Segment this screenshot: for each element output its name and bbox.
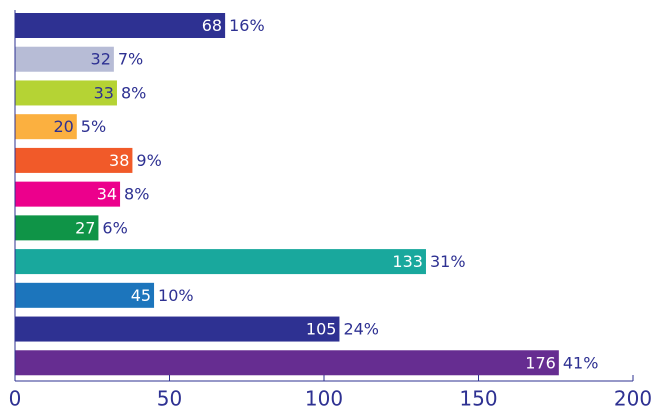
value-label: 45: [131, 286, 151, 305]
percent-label: 24%: [343, 320, 379, 339]
value-label: 32: [91, 50, 111, 69]
percent-label: 31%: [430, 252, 466, 271]
value-label: 34: [97, 185, 117, 204]
percent-label: 6%: [102, 218, 127, 237]
bar: [15, 114, 77, 140]
percent-label: 7%: [118, 50, 143, 69]
bar: [15, 350, 559, 376]
value-label: 105: [306, 320, 337, 339]
bar: [15, 316, 340, 342]
percent-label: 8%: [124, 185, 149, 204]
x-tick-label: 100: [305, 387, 343, 411]
bar: [15, 46, 114, 72]
value-label: 20: [53, 117, 73, 136]
bar: [15, 282, 155, 308]
bar: [15, 80, 117, 106]
value-label: 133: [392, 252, 423, 271]
bar: [15, 181, 121, 207]
percent-label: 41%: [563, 353, 599, 372]
bar: [15, 249, 426, 275]
value-label: 68: [202, 16, 222, 35]
x-tick-label: 150: [459, 387, 497, 411]
bar: [15, 147, 133, 173]
bar: [15, 215, 99, 241]
value-label: 27: [75, 218, 95, 237]
x-tick-label: 200: [614, 387, 652, 411]
percent-label: 5%: [81, 117, 106, 136]
bar: [15, 13, 226, 38]
percent-label: 8%: [121, 83, 146, 102]
percent-label: 9%: [136, 151, 161, 170]
percent-label: 16%: [229, 16, 265, 35]
x-tick-label: 50: [157, 387, 182, 411]
value-label: 176: [525, 353, 556, 372]
x-tick-label: 0: [9, 387, 22, 411]
value-label: 33: [94, 83, 114, 102]
percent-label: 10%: [158, 286, 194, 305]
value-label: 38: [109, 151, 129, 170]
